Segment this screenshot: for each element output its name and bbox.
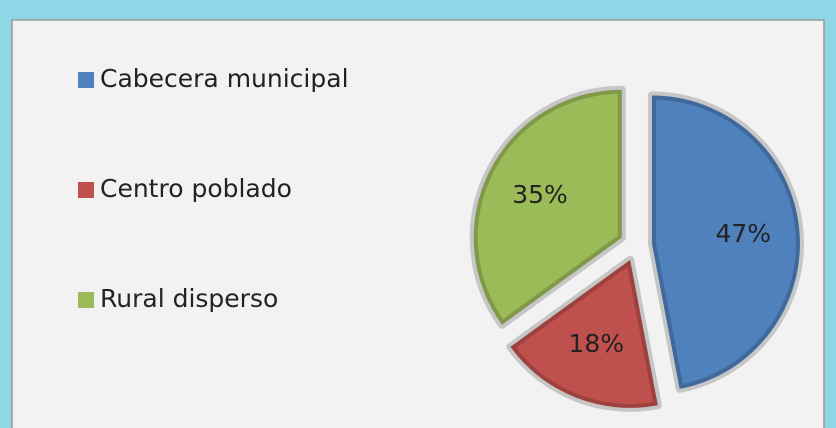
legend-label: Centro poblado bbox=[100, 174, 292, 203]
pie-slice bbox=[506, 255, 662, 412]
legend-swatch bbox=[78, 72, 94, 88]
pie-slice bbox=[647, 91, 804, 393]
slice-label: 47% bbox=[715, 219, 771, 248]
legend-label: Rural disperso bbox=[100, 284, 278, 313]
legend-swatch bbox=[78, 292, 94, 308]
legend-label: Cabecera municipal bbox=[100, 64, 349, 93]
slice-label: 35% bbox=[512, 180, 568, 209]
pie-slice bbox=[469, 85, 626, 329]
legend-swatch bbox=[78, 182, 94, 198]
slice-label: 18% bbox=[569, 329, 625, 358]
